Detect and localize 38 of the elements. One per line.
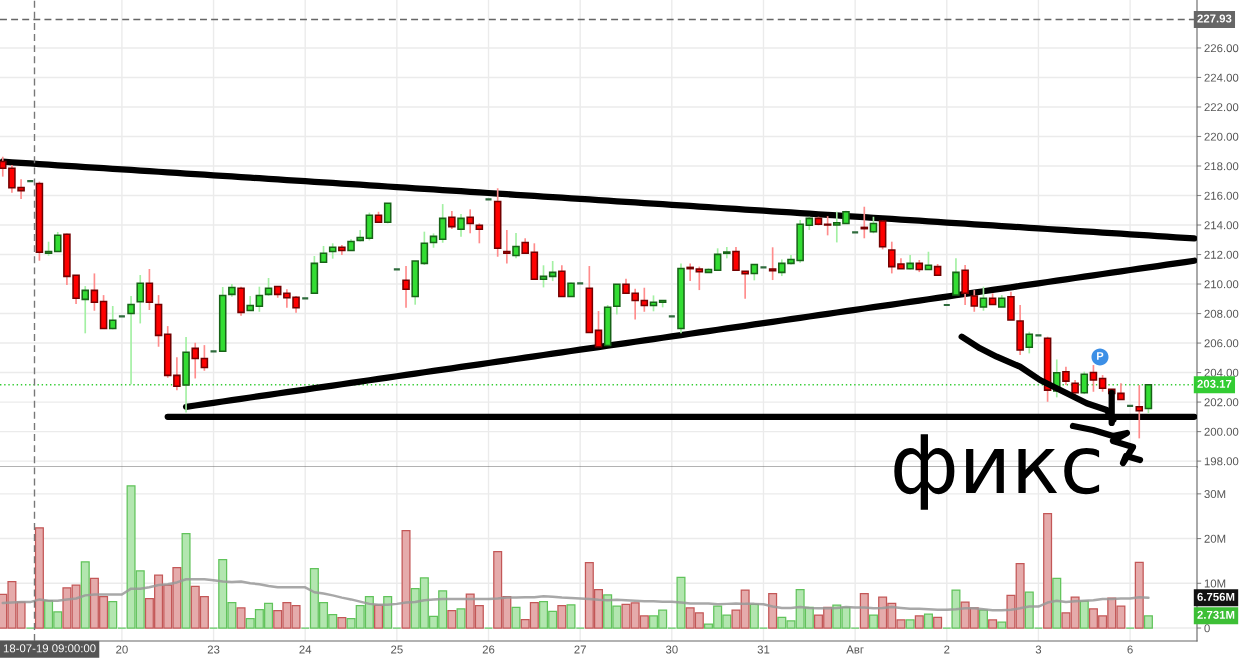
y-tick-label: 216.00 [1204, 191, 1239, 200]
y-tick-label: 202.00 [1204, 398, 1239, 407]
x-tick-label: 30 [665, 645, 678, 654]
y-tick-label: 200.00 [1204, 427, 1239, 436]
y-tick-label: 10M [1204, 579, 1226, 588]
annotation: 6.756M [1197, 592, 1235, 601]
y-tick-label: 224.00 [1204, 73, 1239, 82]
y-tick-label: 220.00 [1204, 132, 1239, 141]
x-tick-label: 26 [482, 645, 495, 654]
x-tick-label: 24 [299, 645, 312, 654]
annotation: 2.731M [1197, 610, 1235, 619]
text: 18-07-19 09:00:00 [3, 644, 96, 653]
ref-line-label: 227.93 [1197, 14, 1232, 23]
x-tick-label: 2 [944, 645, 950, 654]
y-tick-label: 218.00 [1204, 162, 1239, 171]
y-tick-label: 204.00 [1204, 368, 1239, 377]
x-tick-label: 23 [207, 645, 220, 654]
x-tick-label: 3 [1035, 645, 1042, 654]
x-tick-label: Авг [846, 645, 864, 654]
x-tick-label: 27 [574, 645, 586, 654]
x-tick-label: 25 [391, 645, 403, 654]
x-tick-label: 20 [116, 645, 128, 654]
annotation: P [1097, 352, 1104, 360]
y-tick-label: 214.00 [1204, 221, 1239, 230]
y-tick-label: 30M [1204, 490, 1226, 499]
ref-line-label: 203.17 [1197, 379, 1232, 388]
y-tick-label: 212.00 [1204, 250, 1239, 259]
annotation: фикс [894, 434, 1100, 510]
y-tick-label: 208.00 [1204, 309, 1239, 318]
y-tick-label: 210.00 [1204, 280, 1239, 289]
y-tick-label: 0 [1204, 624, 1210, 633]
y-tick-label: 206.00 [1204, 339, 1239, 348]
y-tick-label: 198.00 [1204, 457, 1239, 466]
x-tick-label: 6 [1127, 645, 1133, 654]
y-tick-label: 20M [1204, 534, 1226, 543]
y-tick-label: 222.00 [1204, 103, 1239, 112]
x-tick-label: 31 [757, 645, 770, 654]
y-tick-label: 226.00 [1204, 44, 1239, 53]
